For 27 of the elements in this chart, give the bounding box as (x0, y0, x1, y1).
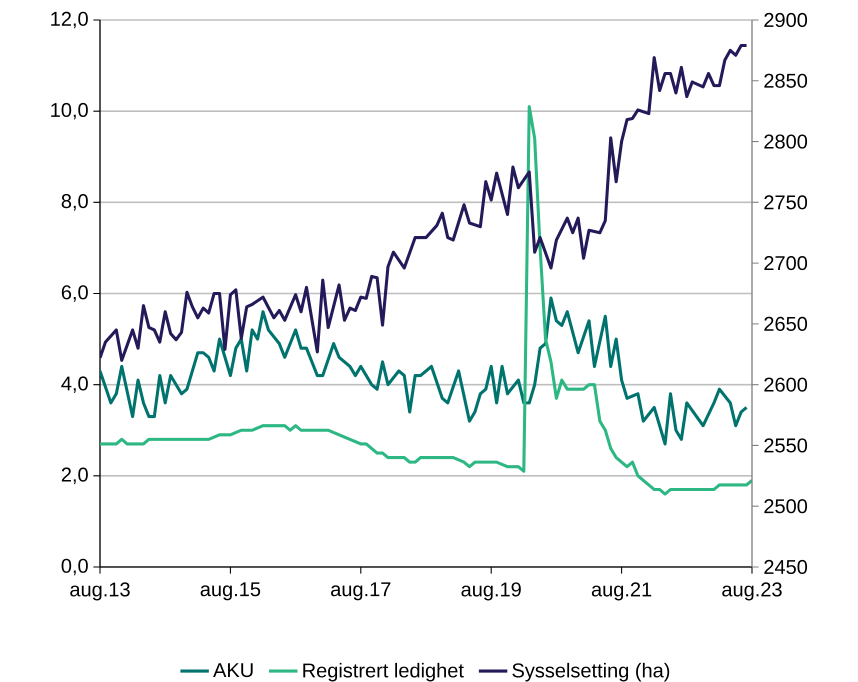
y2-tick-label: 2500 (764, 499, 808, 514)
x-tick-label: aug.15 (200, 582, 260, 600)
y-tick-label: 12,0 (51, 12, 88, 28)
y-tick-label: 8,0 (62, 194, 88, 211)
y2-tick-label: 2600 (764, 378, 808, 392)
x-tick-label: aug.17 (331, 582, 390, 600)
y2-tick-label: 2550 (764, 438, 808, 453)
legend-label: AKU (213, 663, 253, 678)
y-tick-label: 4,0 (61, 376, 88, 393)
y2-tick-label: 2650 (764, 316, 808, 331)
x-tick-label: aug.13 (70, 582, 130, 600)
legend-label: Registrert ledighet (303, 662, 464, 682)
y2-tick-label: 2750 (764, 195, 808, 210)
y-tick-label: 0,0 (62, 558, 88, 576)
legend-label: Sysselsetting (ha) (512, 662, 670, 682)
y-tick-label: 2,0 (62, 468, 88, 484)
x-tick-label: aug.21 (592, 582, 652, 600)
x-tick-label: aug.19 (461, 582, 521, 600)
line-series (100, 296, 748, 446)
y-tick-label: 10,0 (51, 102, 88, 120)
y2-tick-label: 2900 (764, 12, 808, 28)
y2-tick-label: 2700 (764, 256, 808, 270)
x-tick-label: aug.23 (722, 582, 782, 600)
y2-tick-label: 2800 (764, 134, 808, 149)
y2-tick-label: 2450 (764, 560, 808, 574)
y2-tick-label: 2850 (764, 74, 808, 88)
y-tick-label: 6,0 (62, 285, 88, 302)
